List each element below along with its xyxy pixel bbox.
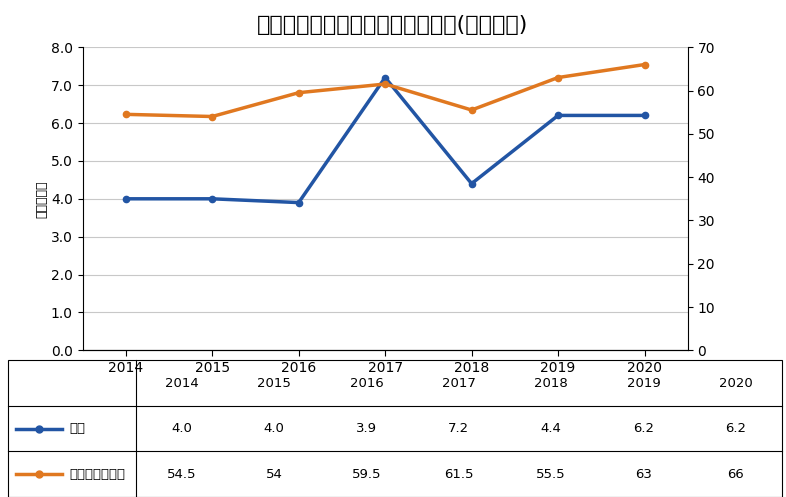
Text: 54: 54: [266, 468, 283, 481]
Text: 3.9: 3.9: [356, 422, 377, 435]
Text: 54.5: 54.5: [167, 468, 196, 481]
Text: 59.5: 59.5: [352, 468, 381, 481]
Text: 4.0: 4.0: [171, 422, 193, 435]
Text: 倍率: 倍率: [70, 422, 86, 435]
Text: 4.4: 4.4: [541, 422, 562, 435]
Y-axis label: 倍率（倍）: 倍率（倍）: [35, 180, 48, 218]
Text: 66: 66: [728, 468, 744, 481]
Text: 6.2: 6.2: [725, 422, 747, 435]
Text: 2017: 2017: [442, 377, 476, 390]
Text: 2018: 2018: [534, 377, 568, 390]
Text: 6.2: 6.2: [633, 422, 654, 435]
Text: 2020: 2020: [719, 377, 753, 390]
Text: 63: 63: [635, 468, 652, 481]
Text: 55.5: 55.5: [536, 468, 566, 481]
Text: 合格倍率と増田塾ボーダー偏差値(一般入試): 合格倍率と増田塾ボーダー偏差値(一般入試): [257, 15, 529, 35]
Text: 2015: 2015: [257, 377, 291, 390]
Text: 2016: 2016: [350, 377, 384, 390]
Text: 2019: 2019: [626, 377, 660, 390]
Text: 61.5: 61.5: [444, 468, 474, 481]
Text: 7.2: 7.2: [448, 422, 469, 435]
Text: 4.0: 4.0: [263, 422, 285, 435]
Text: 2014: 2014: [165, 377, 199, 390]
Text: ボーダー偏差値: ボーダー偏差値: [70, 468, 126, 481]
